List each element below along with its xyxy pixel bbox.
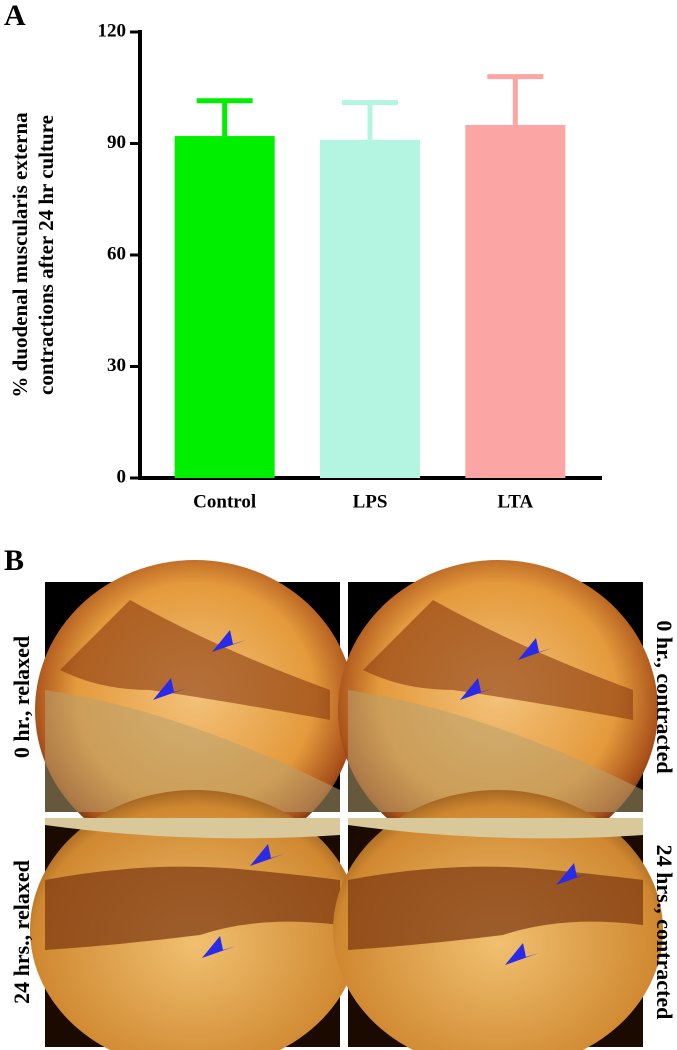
y-axis-title-line: % duodenal muscularis externa	[8, 112, 32, 398]
micrograph	[35, 560, 355, 860]
image-label: 0 hr., relaxed	[9, 636, 34, 758]
panel-label: A	[4, 0, 26, 32]
x-tick-label: Control	[193, 491, 256, 512]
panel-label: B	[4, 544, 24, 577]
image-label: 24 hrs., relaxed	[9, 860, 34, 1004]
y-tick-label: 60	[107, 243, 126, 264]
y-tick-label: 120	[98, 20, 127, 41]
x-tick-label: LPS	[353, 491, 388, 512]
micrograph	[338, 560, 658, 860]
y-axis-title: % duodenal muscularis externa contractio…	[8, 112, 58, 398]
image-label: 24 hrs., contracted	[652, 845, 677, 1020]
y-tick-label: 30	[107, 355, 126, 376]
y-tick-label: 0	[117, 466, 127, 487]
bar	[320, 139, 420, 479]
micrograph	[333, 790, 663, 1050]
micrograph	[30, 790, 360, 1050]
bar	[465, 124, 566, 479]
image-label: 0 hr., contracted	[652, 620, 677, 773]
bar	[174, 136, 275, 479]
y-axis-title-line: contractions after 24 hr culture	[34, 115, 58, 395]
y-tick-label: 90	[107, 132, 126, 153]
x-tick-label: LTA	[497, 491, 533, 512]
